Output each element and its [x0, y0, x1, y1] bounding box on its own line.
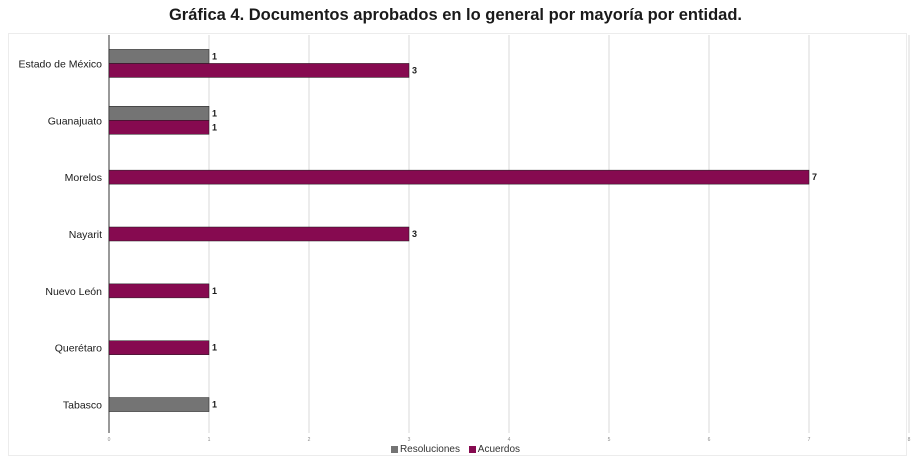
data-label-acuerdos-nayarit: 3: [412, 229, 417, 239]
bar-resoluciones-guanajuato: [108, 106, 210, 121]
bar-acuerdos-guanajuato: [108, 120, 210, 135]
x-tick-label-6: 6: [708, 437, 711, 443]
category-label-nayarit: Nayarit: [69, 229, 102, 241]
x-tick-label-4: 4: [508, 437, 511, 443]
x-tick-label-5: 5: [608, 437, 611, 443]
x-tick-label-3: 3: [408, 437, 411, 443]
legend-item-acuerdos: Acuerdos: [468, 444, 521, 455]
data-label-acuerdos-nuevo-leon: 1: [212, 286, 217, 296]
category-label-nuevo-leon: Nuevo León: [45, 286, 102, 298]
chart-frame: [8, 33, 907, 456]
data-label-acuerdos-estado-de-mexico: 3: [412, 65, 417, 75]
x-tick-label-7: 7: [808, 437, 811, 443]
bar-acuerdos-estado-de-mexico: [108, 63, 410, 78]
data-label-acuerdos-queretaro: 1: [212, 343, 217, 353]
bar-resoluciones-tabasco: [108, 397, 210, 412]
x-tick-label-1: 1: [208, 437, 211, 443]
category-label-guanajuato: Guanajuato: [48, 115, 102, 127]
category-label-tabasco: Tabasco: [63, 400, 102, 412]
bar-resoluciones-estado-de-mexico: [108, 49, 210, 64]
bar-acuerdos-nuevo-leon: [108, 283, 210, 299]
bar-acuerdos-morelos: [108, 169, 810, 185]
legend-item-resoluciones: Resoluciones: [390, 444, 460, 455]
legend-swatch-acuerdos: [468, 446, 476, 453]
labels: 0 1 2 3 4 5 6 7 8 Estado de México 1 3 Guanajuato 1 1 M…: [19, 51, 911, 443]
category-label-morelos: Morelos: [65, 172, 102, 184]
legend-label-acuerdos: Acuerdos: [477, 444, 521, 455]
bar-acuerdos-queretaro: [108, 340, 210, 355]
category-label-queretaro: Querétaro: [55, 343, 102, 355]
bar-acuerdos-nayarit: [108, 226, 410, 242]
x-tick-label-2: 2: [308, 437, 311, 443]
data-label-acuerdos-morelos: 7: [812, 172, 817, 182]
x-tick-label-8: 8: [908, 437, 911, 443]
category-label-estado-de-mexico: Estado de México: [19, 58, 103, 70]
data-label-resoluciones-tabasco: 1: [212, 400, 217, 410]
data-label-resoluciones-guanajuato: 1: [212, 108, 217, 118]
bars: [108, 49, 810, 412]
chart-title: Gráfica 4. Documentos aprobados en lo ge…: [168, 6, 743, 24]
x-tick-label-0: 0: [108, 437, 111, 443]
data-label-resoluciones-estado-de-mexico: 1: [212, 51, 217, 61]
legend-swatch-resoluciones: [390, 446, 398, 453]
legend: Resoluciones Acuerdos: [0, 444, 911, 456]
legend-label-resoluciones: Resoluciones: [399, 444, 460, 455]
data-label-acuerdos-guanajuato: 1: [212, 122, 217, 132]
